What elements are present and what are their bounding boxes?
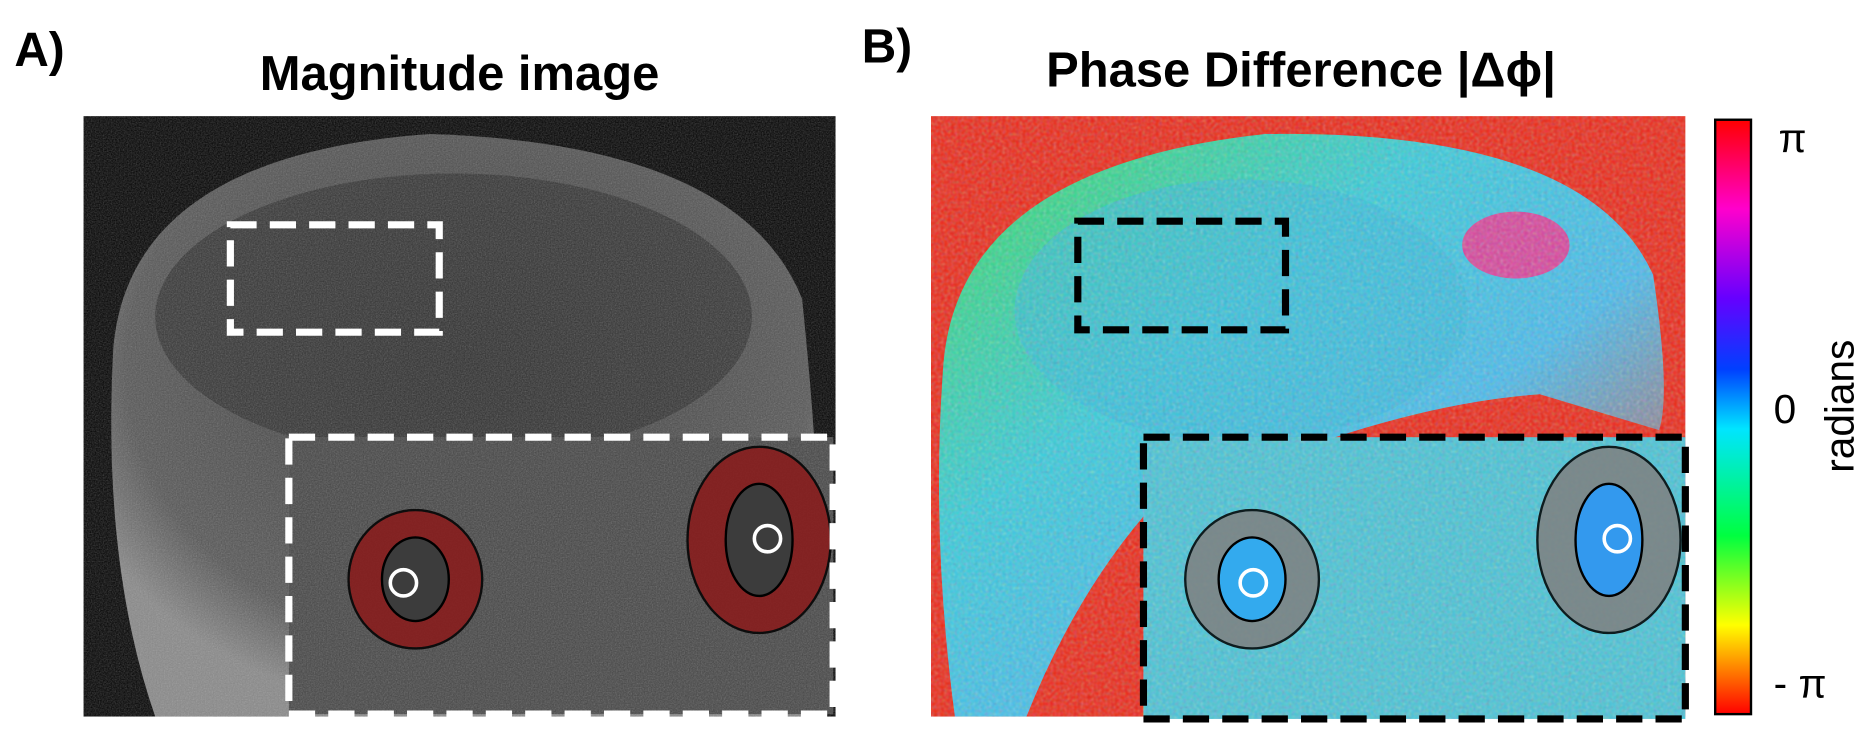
- panel-title: Magnitude image: [260, 47, 660, 101]
- roi-circle: [1602, 523, 1633, 554]
- colorbar-tick-label: - π: [1774, 660, 1827, 706]
- roi-box: [226, 221, 443, 336]
- colorbar-tick-label: 0: [1774, 386, 1797, 432]
- colorbar-tick-label: π: [1778, 115, 1806, 161]
- panel-title: Phase Difference |Δϕ|: [1046, 43, 1556, 97]
- colorbar-title: radians: [1817, 340, 1862, 473]
- roi-circle: [388, 567, 419, 598]
- annulus-inner: [724, 482, 794, 598]
- inset-border: [1139, 433, 1689, 723]
- panel-label: A): [14, 24, 64, 77]
- annulus-inner: [1217, 536, 1287, 623]
- annulus-inner: [1574, 482, 1644, 598]
- colorbar: [1713, 118, 1753, 716]
- roi-circle: [752, 523, 783, 554]
- roi-circle: [1238, 567, 1269, 598]
- inset-border: [285, 433, 837, 718]
- panel-label: B): [862, 20, 912, 73]
